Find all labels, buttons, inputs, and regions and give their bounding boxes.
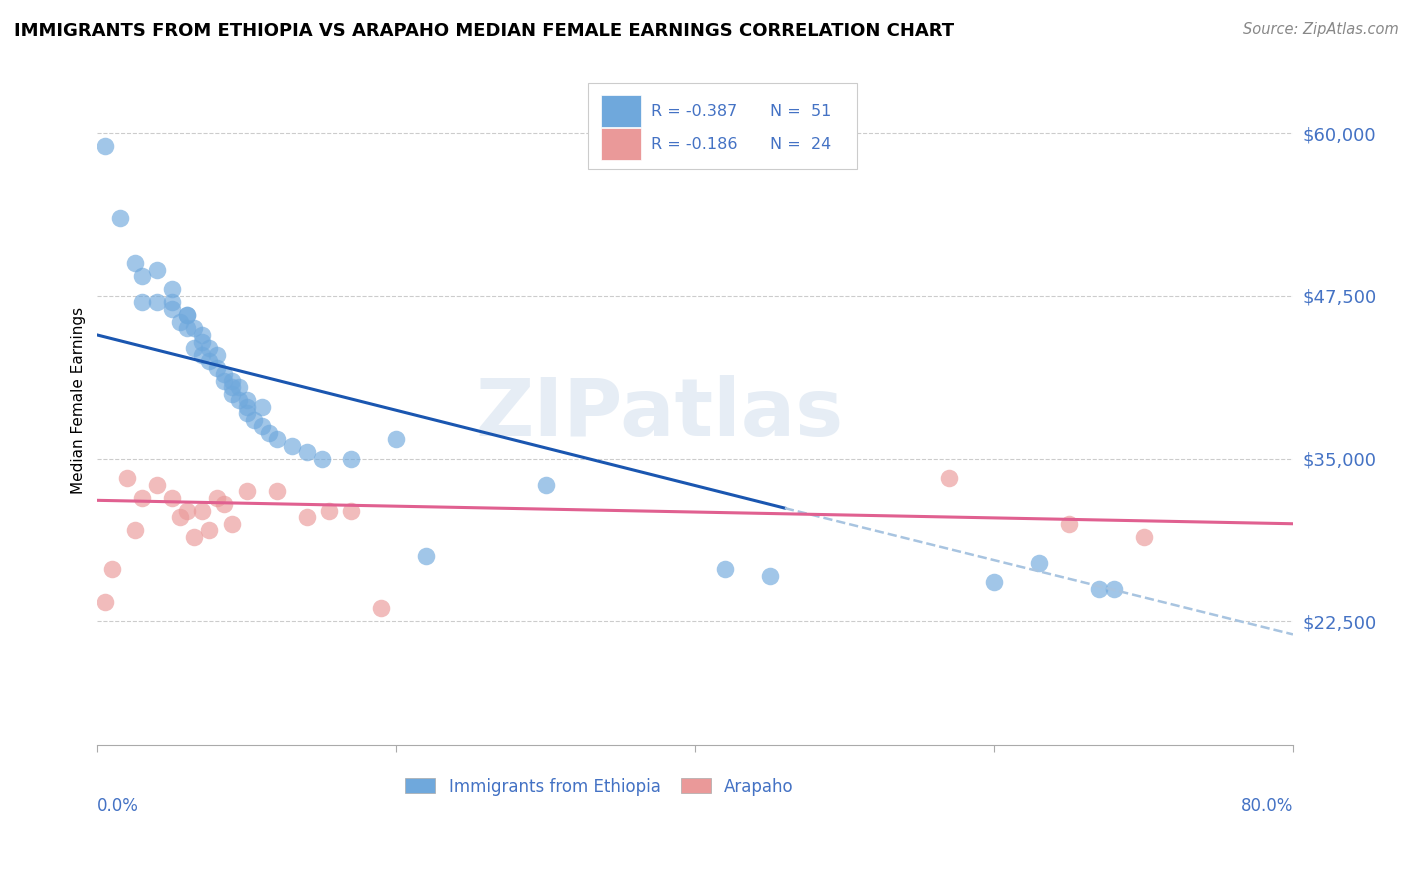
Point (94, 595, 117, 609)
Point (214, 497, 236, 511)
Point (191, 504, 214, 518)
Point (205, 347, 228, 361)
Point (191, 334, 214, 349)
Point (176, 309, 198, 323)
Point (266, 484, 288, 499)
Point (243, 412, 266, 426)
Point (236, 393, 259, 408)
Point (250, 400, 273, 414)
Point (221, 374, 243, 388)
Point (183, 341, 205, 355)
Point (115, 471, 138, 485)
Point (221, 380, 243, 394)
Point (160, 491, 183, 505)
Point (101, 562, 124, 576)
Text: N =  51: N = 51 (770, 103, 832, 119)
Point (295, 445, 318, 459)
Point (131, 295, 153, 310)
Point (236, 406, 259, 420)
Text: 0.0%: 0.0% (97, 797, 139, 814)
Point (124, 256, 146, 270)
FancyBboxPatch shape (600, 95, 641, 127)
Point (266, 432, 288, 446)
Point (759, 569, 782, 583)
Text: Source: ZipAtlas.com: Source: ZipAtlas.com (1243, 22, 1399, 37)
Point (938, 471, 960, 485)
Point (250, 419, 273, 434)
Point (205, 491, 228, 505)
Point (280, 439, 302, 453)
Point (236, 484, 259, 499)
Text: R = -0.387: R = -0.387 (651, 103, 737, 119)
Text: IMMIGRANTS FROM ETHIOPIA VS ARAPAHO MEDIAN FEMALE EARNINGS CORRELATION CHART: IMMIGRANTS FROM ETHIOPIA VS ARAPAHO MEDI… (14, 22, 955, 40)
Point (228, 380, 250, 394)
Text: 80.0%: 80.0% (1240, 797, 1294, 814)
FancyBboxPatch shape (600, 128, 641, 160)
Text: N =  24: N = 24 (770, 136, 832, 152)
Point (191, 347, 214, 361)
Point (198, 354, 221, 368)
Legend: Immigrants from Ethiopia, Arapaho: Immigrants from Ethiopia, Arapaho (399, 771, 800, 802)
Point (160, 295, 183, 310)
Point (169, 315, 191, 329)
Point (198, 341, 221, 355)
Point (205, 360, 228, 375)
Point (983, 575, 1005, 590)
Point (131, 491, 153, 505)
Point (415, 549, 437, 564)
Point (214, 374, 236, 388)
Point (198, 523, 221, 537)
Point (228, 393, 250, 408)
Point (108, 211, 131, 225)
Point (1102, 582, 1125, 596)
Point (214, 367, 236, 381)
Point (1132, 530, 1154, 544)
Point (311, 451, 333, 466)
Point (191, 328, 214, 343)
Point (1057, 516, 1080, 531)
Point (340, 451, 363, 466)
Y-axis label: Median Female Earnings: Median Female Earnings (72, 307, 86, 493)
Point (534, 477, 557, 491)
Point (295, 510, 318, 524)
Point (131, 269, 153, 284)
Point (169, 510, 191, 524)
Point (176, 309, 198, 323)
Point (176, 504, 198, 518)
Point (370, 601, 392, 615)
Point (221, 386, 243, 401)
Point (340, 504, 363, 518)
Point (124, 523, 146, 537)
Point (146, 263, 169, 277)
Point (318, 504, 340, 518)
Point (146, 477, 169, 491)
Point (1087, 582, 1109, 596)
Point (146, 295, 169, 310)
Point (94, 139, 117, 153)
FancyBboxPatch shape (588, 83, 856, 169)
Point (257, 425, 280, 440)
Point (1028, 556, 1050, 570)
Point (160, 282, 183, 296)
Point (714, 562, 737, 576)
Text: R = -0.186: R = -0.186 (651, 136, 737, 152)
Point (183, 530, 205, 544)
Point (160, 301, 183, 316)
Text: ZIPatlas: ZIPatlas (475, 375, 844, 453)
Point (221, 516, 243, 531)
Point (385, 432, 408, 446)
Point (183, 321, 205, 335)
Point (236, 400, 259, 414)
Point (176, 321, 198, 335)
